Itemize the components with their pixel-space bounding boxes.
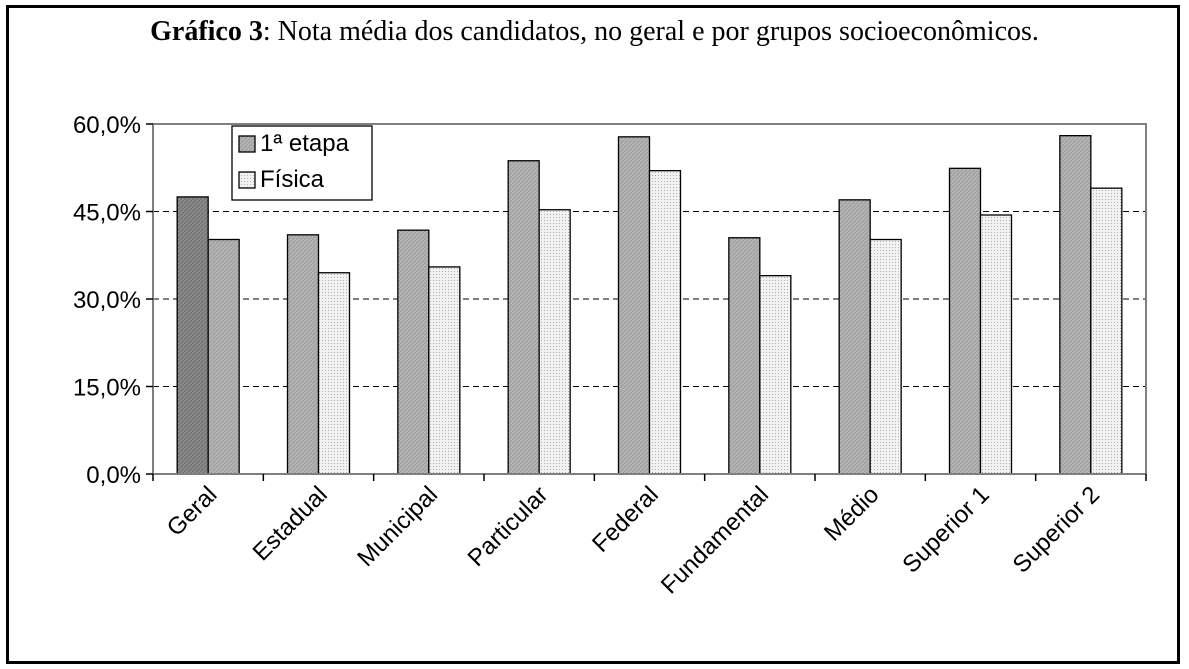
y-tick-label: 15,0%	[73, 375, 141, 402]
bar-series2-1	[317, 272, 351, 475]
chart-title-bold: Gráfico 3	[150, 16, 263, 47]
x-tick-label: Superior 1	[897, 481, 994, 578]
y-axis-ticks: 0,0% 15,0% 30,0% 45,0% 60,0%	[73, 112, 153, 489]
bar-series2-6	[869, 238, 902, 475]
legend-label-1: 1ª etapa	[260, 130, 350, 157]
bar-series1-1	[286, 234, 320, 475]
bar-series2-2	[428, 266, 461, 475]
legend-swatch-2	[238, 171, 256, 189]
bar-series1-4	[617, 136, 651, 475]
bar-series1-3	[507, 160, 540, 475]
x-tick-label: Médio	[819, 481, 884, 546]
x-tick-label: Estadual	[248, 481, 333, 566]
bar-series1-6	[838, 199, 871, 475]
chart-title: Gráfico 3: Nota média dos candidatos, no…	[0, 16, 1189, 48]
y-tick-label: 45,0%	[73, 200, 141, 227]
bar-series1-2	[397, 229, 430, 475]
legend: 1ª etapa Física	[231, 125, 373, 201]
x-tick-label: Federal	[587, 481, 664, 558]
bar-series2-0	[207, 238, 240, 475]
legend-swatch-1	[238, 135, 256, 153]
y-tick-label: 0,0%	[86, 462, 141, 489]
y-tick-label: 30,0%	[73, 287, 141, 314]
x-tick-label: Fundamental	[656, 481, 774, 599]
bar-series2-3	[538, 209, 571, 475]
legend-label-2: Física	[260, 166, 325, 193]
bar-series1-8	[1059, 135, 1092, 475]
bar-series1-0	[176, 196, 209, 475]
x-tick-label: Municipal	[352, 481, 443, 572]
bar-series1-5	[728, 237, 761, 475]
y-tick-label: 60,0%	[73, 112, 141, 139]
bar-series2-5	[759, 275, 792, 475]
bar-series1-7	[948, 167, 982, 475]
bar-series2-7	[979, 214, 1013, 475]
x-tick-label: Geral	[162, 481, 223, 542]
x-tick-label: Particular	[463, 481, 554, 572]
chart-title-rest: : Nota média dos candidatos, no geral e …	[262, 16, 1039, 47]
bars	[176, 135, 1123, 475]
bar-series2-4	[648, 170, 682, 475]
bar-series2-8	[1090, 187, 1123, 475]
x-tick-label: Superior 2	[1008, 481, 1105, 578]
x-axis-labels: Geral Estadual Municipal Particular FederalF…	[152, 474, 1147, 599]
